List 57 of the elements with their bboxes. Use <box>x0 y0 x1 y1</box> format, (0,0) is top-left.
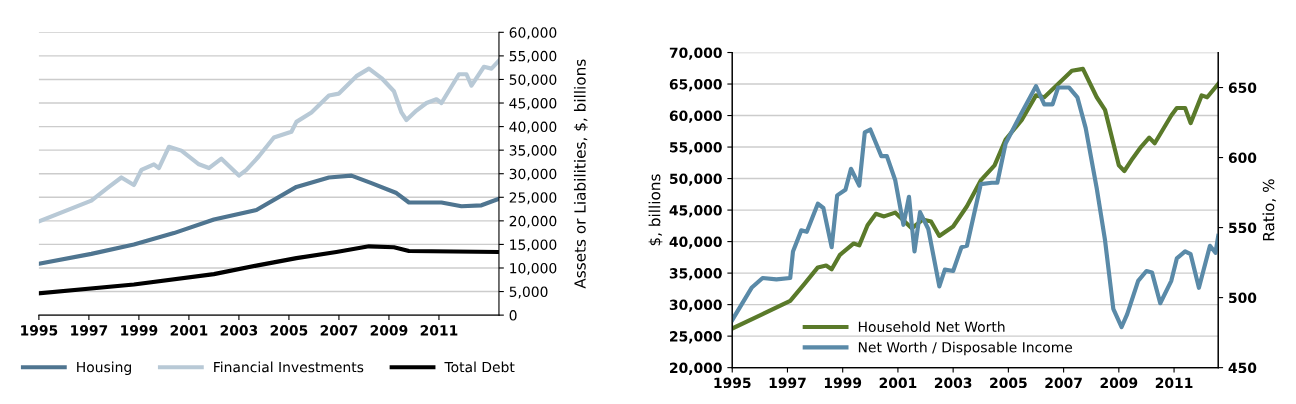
legend-label: Total Debt <box>444 361 515 373</box>
y-tick-label: 25,000 <box>509 192 557 205</box>
x-tick-label: 2007 <box>320 325 358 336</box>
x-tick-label: 2001 <box>879 377 917 389</box>
y-axis-title: $, billions <box>648 174 663 246</box>
x-tick-label: 1995 <box>714 377 751 389</box>
y-tick-label: 30,000 <box>509 168 557 181</box>
y-tick-label: 70,000 <box>669 47 722 60</box>
y-tick-label: 20,000 <box>670 362 722 375</box>
legend-label: Housing <box>77 361 131 375</box>
y2-tick-label: 650 <box>1228 82 1257 94</box>
x-tick-label: 2003 <box>220 325 258 336</box>
y-tick-label: 20,000 <box>509 215 557 228</box>
legend-label: Financial Investments <box>214 361 364 373</box>
y-tick-label: 35,000 <box>669 268 722 281</box>
y2-axis-title: Ratio, % <box>1262 179 1276 241</box>
line-series <box>38 173 499 266</box>
y2-tick-label: 600 <box>1228 152 1257 164</box>
x-tick-label: 2009 <box>1100 377 1138 389</box>
y-tick-label: 0 <box>509 310 517 321</box>
y-tick-label: 5,000 <box>509 286 548 299</box>
y-tick-label: 25,000 <box>670 331 722 344</box>
x-tick-label: 2007 <box>1045 377 1082 389</box>
x-tick-label: 1999 <box>121 325 158 336</box>
legend-label: Household Net Worth <box>858 321 1005 333</box>
x-tick-label: 1997 <box>71 325 108 336</box>
y-tick-label: 60,000 <box>669 110 722 123</box>
y-tick-label: 30,000 <box>669 299 722 312</box>
y-axis-title: Assets or Liabilities, $, billions <box>573 59 588 289</box>
y-tick-label: 45,000 <box>509 97 557 110</box>
y-tick-label: 45,000 <box>669 205 722 218</box>
x-tick-label: 2001 <box>170 325 208 336</box>
y-tick-label: 50,000 <box>670 173 722 186</box>
y-tick-label: 65,000 <box>669 79 722 92</box>
legend-label: Net Worth / Disposable Income <box>858 341 1073 356</box>
x-tick-label: 1997 <box>769 377 806 389</box>
y-tick-label: 60,000 <box>509 27 557 40</box>
x-tick-label: 2005 <box>270 325 308 336</box>
y2-tick-label: 550 <box>1229 222 1257 234</box>
y-tick-label: 15,000 <box>510 239 557 252</box>
line-series <box>38 58 499 224</box>
y2-tick-label: 450 <box>1228 362 1257 374</box>
x-tick-label: 2011 <box>420 325 458 336</box>
y-tick-label: 35,000 <box>509 145 557 158</box>
y-tick-label: 50,000 <box>509 74 557 87</box>
y-tick-label: 55,000 <box>509 50 557 63</box>
x-tick-label: 2011 <box>1155 377 1193 389</box>
y-tick-label: 55,000 <box>670 142 722 155</box>
x-tick-label: 1995 <box>21 325 58 336</box>
y-tick-label: 40,000 <box>509 121 557 134</box>
x-tick-label: 2009 <box>370 325 408 336</box>
y2-tick-label: 500 <box>1229 292 1257 304</box>
x-tick-label: 1999 <box>824 377 862 389</box>
x-tick-label: 2003 <box>934 377 972 389</box>
x-tick-label: 2005 <box>990 377 1027 389</box>
y-tick-label: 40,000 <box>669 236 722 249</box>
y-tick-label: 10,000 <box>510 262 557 275</box>
